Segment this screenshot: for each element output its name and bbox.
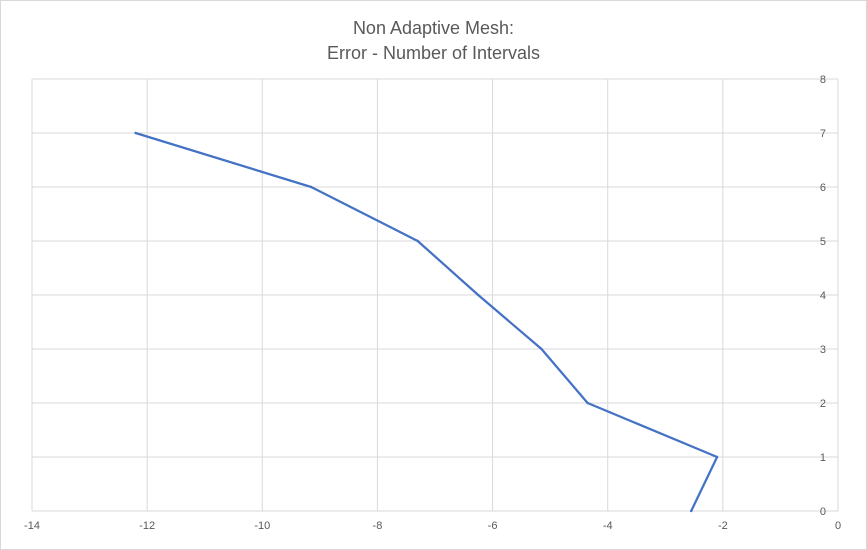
x-tick-label: -8 [373, 520, 383, 532]
data-point [540, 347, 543, 351]
x-tick-label: -12 [139, 520, 155, 532]
x-tick-label: -2 [718, 520, 728, 532]
x-tick-label: 0 [835, 520, 841, 532]
x-tick-label: -10 [254, 520, 270, 532]
y-tick-label: 1 [820, 452, 826, 464]
x-tick-label: -4 [603, 520, 613, 532]
y-tick-label: 8 [820, 74, 826, 86]
y-tick-label: 4 [820, 290, 826, 302]
chart-title-block: Non Adaptive Mesh: Error - Number of Int… [0, 16, 867, 66]
data-point [476, 293, 480, 297]
series-group [134, 131, 719, 513]
data-point [689, 509, 693, 513]
data-point [310, 185, 313, 189]
x-tick-label: -14 [24, 520, 40, 532]
data-point [134, 131, 137, 135]
data-point [715, 455, 719, 459]
y-tick-label: 0 [820, 506, 826, 518]
x-tick-labels: -14 -12 -10 -8 -6 -4 -2 0 [24, 520, 841, 532]
grid-lines [31, 78, 839, 512]
series-line [134, 131, 719, 513]
data-point [586, 401, 589, 405]
y-tick-label: 7 [820, 128, 826, 140]
data-point [416, 239, 419, 243]
y-tick-label: 3 [820, 344, 826, 356]
y-tick-label: 2 [820, 398, 826, 410]
chart-title: Non Adaptive Mesh: [352, 18, 515, 38]
y-tick-labels: 0 1 2 3 4 5 6 7 8 [820, 74, 826, 518]
y-tick-label: 5 [820, 236, 826, 248]
x-tick-label: -6 [488, 520, 498, 532]
y-tick-label: 6 [820, 182, 826, 194]
chart-subtitle: Error - Number of Intervals [326, 43, 541, 63]
